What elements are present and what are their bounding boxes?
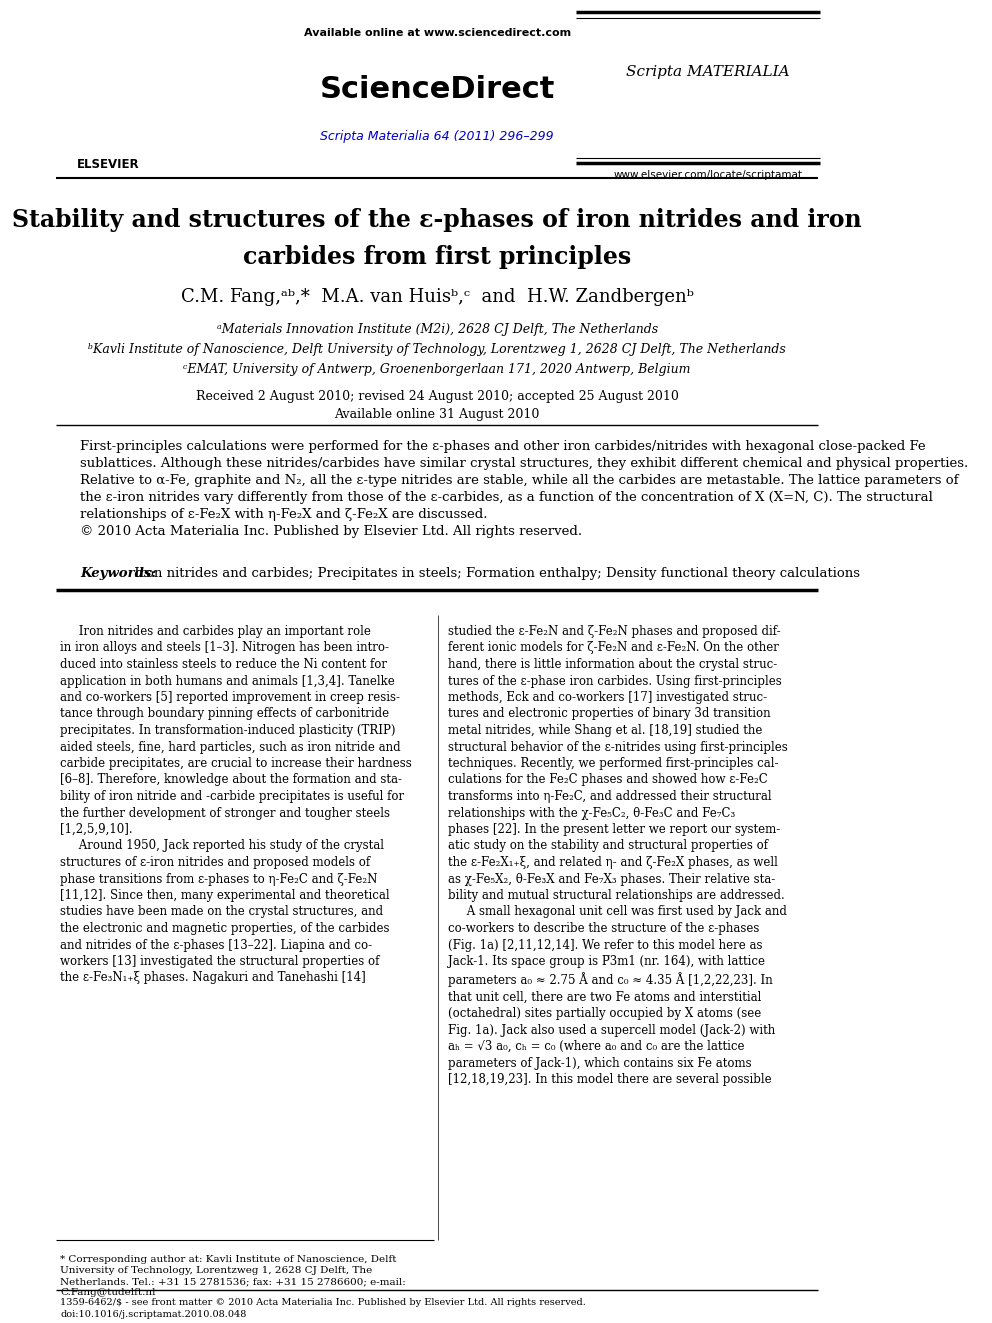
Text: 1359-6462/$ - see front matter © 2010 Acta Materialia Inc. Published by Elsevier: 1359-6462/$ - see front matter © 2010 Ac… bbox=[61, 1298, 586, 1307]
Text: ᶜEMAT, University of Antwerp, Groenenborgerlaan 171, 2020 Antwerp, Belgium: ᶜEMAT, University of Antwerp, Groenenbor… bbox=[184, 363, 690, 376]
Text: Available online 31 August 2010: Available online 31 August 2010 bbox=[334, 407, 540, 421]
Text: ᵇKavli Institute of Nanoscience, Delft University of Technology, Lorentzweg 1, 2: ᵇKavli Institute of Nanoscience, Delft U… bbox=[88, 343, 786, 356]
Text: Keywords:: Keywords: bbox=[80, 568, 157, 579]
Text: Scripta MATERIALIA: Scripta MATERIALIA bbox=[626, 65, 790, 79]
Text: ᵃMaterials Innovation Institute (M2i), 2628 CJ Delft, The Netherlands: ᵃMaterials Innovation Institute (M2i), 2… bbox=[216, 323, 658, 336]
Text: Stability and structures of the ε-phases of iron nitrides and iron: Stability and structures of the ε-phases… bbox=[12, 208, 862, 232]
Text: Iron nitrides and carbides; Precipitates in steels; Formation enthalpy; Density : Iron nitrides and carbides; Precipitates… bbox=[130, 568, 860, 579]
Text: C.M. Fang,ᵃᵇ,*  M.A. van Huisᵇ,ᶜ  and  H.W. Zandbergenᵇ: C.M. Fang,ᵃᵇ,* M.A. van Huisᵇ,ᶜ and H.W.… bbox=[181, 288, 693, 306]
Text: First-principles calculations were performed for the ε-phases and other iron car: First-principles calculations were perfo… bbox=[80, 441, 968, 538]
Text: Available online at www.sciencedirect.com: Available online at www.sciencedirect.co… bbox=[304, 28, 570, 38]
Text: Iron nitrides and carbides play an important role
in iron alloys and steels [1–3: Iron nitrides and carbides play an impor… bbox=[61, 624, 412, 984]
Text: doi:10.1016/j.scriptamat.2010.08.048: doi:10.1016/j.scriptamat.2010.08.048 bbox=[61, 1310, 247, 1319]
Text: carbides from first principles: carbides from first principles bbox=[243, 245, 631, 269]
Text: ScienceDirect: ScienceDirect bbox=[319, 75, 555, 105]
Text: www.elsevier.com/locate/scriptamat: www.elsevier.com/locate/scriptamat bbox=[614, 169, 803, 180]
Text: Scripta Materialia 64 (2011) 296–299: Scripta Materialia 64 (2011) 296–299 bbox=[320, 130, 554, 143]
Text: ELSEVIER: ELSEVIER bbox=[77, 157, 140, 171]
Text: * Corresponding author at: Kavli Institute of Nanoscience, Delft
University of T: * Corresponding author at: Kavli Institu… bbox=[61, 1256, 406, 1298]
Text: studied the ε-Fe₂N and ζ-Fe₂N phases and proposed dif-
ferent ionic models for ζ: studied the ε-Fe₂N and ζ-Fe₂N phases and… bbox=[448, 624, 788, 1086]
Text: Received 2 August 2010; revised 24 August 2010; accepted 25 August 2010: Received 2 August 2010; revised 24 Augus… bbox=[195, 390, 679, 404]
